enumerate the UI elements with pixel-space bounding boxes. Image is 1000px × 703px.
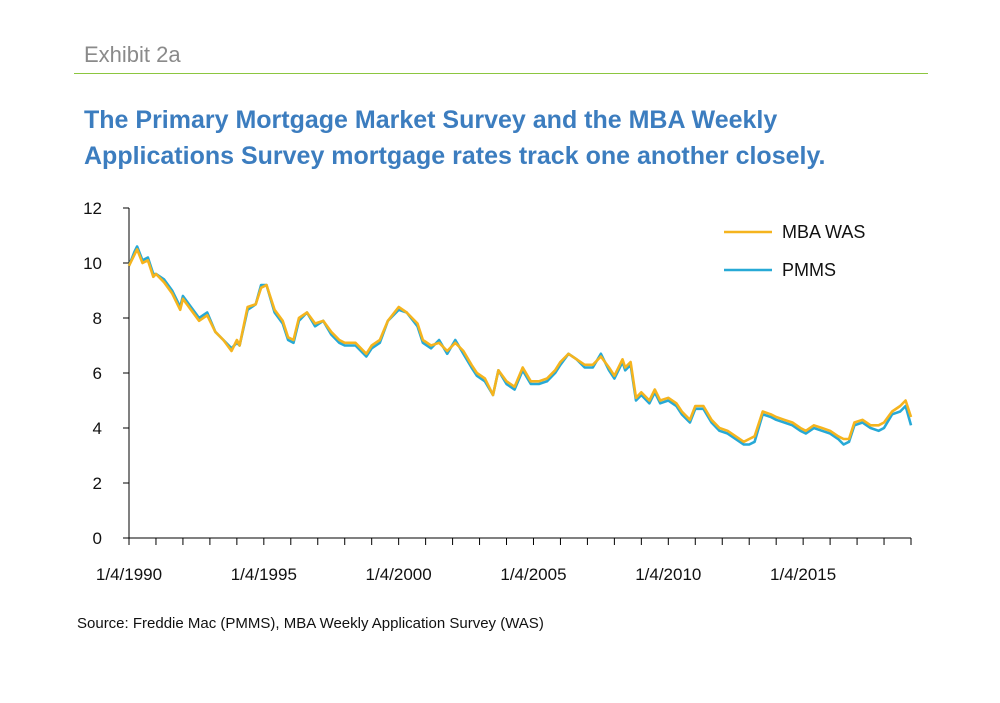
x-tick-label: 1/4/1990 xyxy=(96,565,162,584)
y-tick-label: 4 xyxy=(93,419,102,438)
chart-title-line-2: Applications Survey mortgage rates track… xyxy=(84,142,826,170)
x-tick-label: 1/4/2005 xyxy=(500,565,566,584)
chart-legend: MBA WAS PMMS xyxy=(724,222,865,280)
x-tick-label: 1/4/2010 xyxy=(635,565,701,584)
y-tick-label: 8 xyxy=(93,309,102,328)
chart-axes: 0 2 4 6 8 10 12 1/4/1990 1/4/1995 1/4/2000 1/4/200… xyxy=(83,199,912,584)
y-tick-label: 6 xyxy=(93,364,102,383)
legend-label-mba-was: MBA WAS xyxy=(782,222,865,242)
x-tick-label: 1/4/2015 xyxy=(770,565,836,584)
source-note: Source: Freddie Mac (PMMS), MBA Weekly A… xyxy=(77,615,544,632)
line-chart: 0 2 4 6 8 10 12 1/4/1990 1/4/1995 1/4/2000 1/4/200… xyxy=(83,199,913,584)
exhibit-label: Exhibit 2a xyxy=(84,42,181,67)
y-tick-label: 10 xyxy=(83,254,102,273)
x-tick-label: 1/4/1995 xyxy=(231,565,297,584)
x-tick-label: 1/4/2000 xyxy=(366,565,432,584)
series-line-mba-was xyxy=(127,248,913,444)
chart-title-line-1: The Primary Mortgage Market Survey and t… xyxy=(84,106,778,134)
chart-series xyxy=(127,245,913,446)
chart-title: The Primary Mortgage Market Survey and t… xyxy=(84,102,964,174)
legend-label-pmms: PMMS xyxy=(782,260,836,280)
header-divider xyxy=(74,73,928,74)
y-tick-label: 12 xyxy=(83,199,102,218)
y-tick-label: 2 xyxy=(93,474,102,493)
y-tick-label: 0 xyxy=(93,529,102,548)
